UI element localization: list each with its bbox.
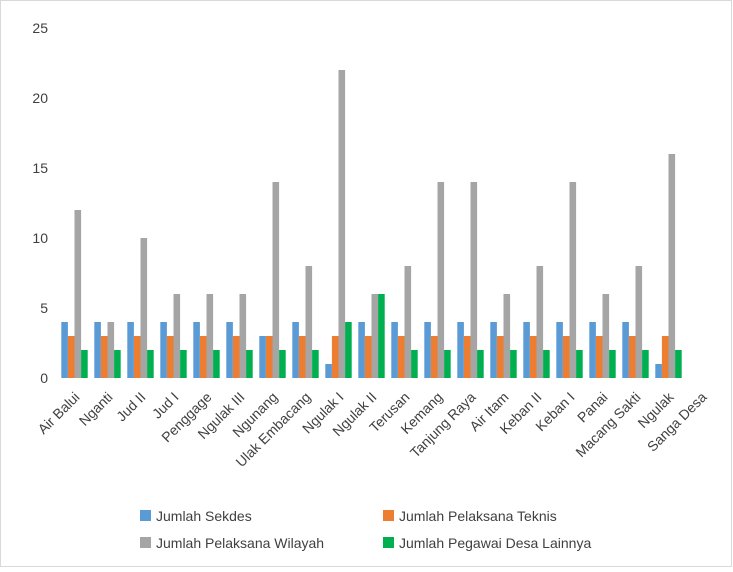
legend-label: Jumlah Sekdes	[156, 508, 252, 524]
bar	[569, 182, 577, 378]
y-tick-label: 10	[32, 230, 48, 246]
bar	[378, 294, 385, 378]
bar	[562, 336, 570, 378]
bar	[338, 70, 346, 378]
legend-swatch	[140, 537, 151, 548]
bar	[226, 322, 233, 378]
bar	[107, 322, 115, 378]
bar	[642, 350, 649, 378]
bar	[437, 182, 445, 378]
bar	[312, 350, 319, 378]
bar	[490, 322, 497, 378]
bar	[622, 322, 629, 378]
bar	[147, 350, 154, 378]
bar	[279, 350, 286, 378]
y-tick-label: 15	[32, 160, 48, 176]
bar	[81, 350, 88, 378]
bar	[503, 294, 511, 378]
bar	[94, 322, 101, 378]
bar	[74, 210, 82, 378]
bar	[325, 364, 332, 378]
legend-label: Jumlah Pelaksana Wilayah	[156, 535, 324, 551]
bar	[127, 322, 134, 378]
bar	[364, 336, 372, 378]
y-tick-label: 20	[32, 90, 48, 106]
bar	[529, 336, 537, 378]
bar	[133, 336, 141, 378]
bar	[496, 336, 504, 378]
bar	[602, 294, 610, 378]
bar	[510, 350, 517, 378]
bar	[371, 294, 379, 378]
bar	[655, 364, 662, 378]
bar	[345, 322, 352, 378]
legend-swatch	[140, 510, 151, 521]
y-tick-label: 0	[40, 370, 48, 386]
bar	[675, 350, 682, 378]
bar	[391, 322, 398, 378]
y-tick-label: 25	[32, 20, 48, 36]
bar	[298, 336, 306, 378]
bar	[543, 350, 550, 378]
bar	[173, 294, 181, 378]
bar	[463, 336, 471, 378]
bar	[576, 350, 583, 378]
bar	[661, 336, 669, 378]
bar	[272, 182, 280, 378]
bar	[259, 336, 266, 378]
bar	[239, 294, 247, 378]
bar	[411, 350, 418, 378]
bar	[114, 350, 121, 378]
bar	[265, 336, 273, 378]
bar	[206, 294, 214, 378]
bar	[397, 336, 405, 378]
bar	[213, 350, 220, 378]
legend-label: Jumlah Pelaksana Teknis	[399, 508, 557, 524]
legend-swatch	[383, 510, 394, 521]
bar	[470, 182, 478, 378]
bar	[199, 336, 207, 378]
bar	[628, 336, 636, 378]
y-tick-label: 5	[40, 300, 48, 316]
bar	[430, 336, 438, 378]
bar	[536, 266, 544, 378]
legend-swatch	[383, 537, 394, 548]
bar	[140, 238, 148, 378]
bar	[305, 266, 313, 378]
bar	[160, 322, 167, 378]
bar	[100, 336, 108, 378]
bar	[523, 322, 530, 378]
bar	[595, 336, 603, 378]
bar	[61, 322, 68, 378]
bar	[166, 336, 174, 378]
legend-label: Jumlah Pegawai Desa Lainnya	[399, 535, 591, 551]
bar	[358, 322, 365, 378]
bar	[180, 350, 187, 378]
bar	[193, 322, 200, 378]
bar	[556, 322, 563, 378]
bar	[331, 336, 339, 378]
bar	[609, 350, 616, 378]
bar	[477, 350, 484, 378]
bar	[404, 266, 412, 378]
bar	[424, 322, 431, 378]
bar	[444, 350, 451, 378]
bar	[457, 322, 464, 378]
bar	[589, 322, 596, 378]
bar	[292, 322, 299, 378]
bar	[668, 154, 676, 378]
bar	[232, 336, 240, 378]
bar	[67, 336, 75, 378]
bar	[246, 350, 253, 378]
bar	[635, 266, 643, 378]
